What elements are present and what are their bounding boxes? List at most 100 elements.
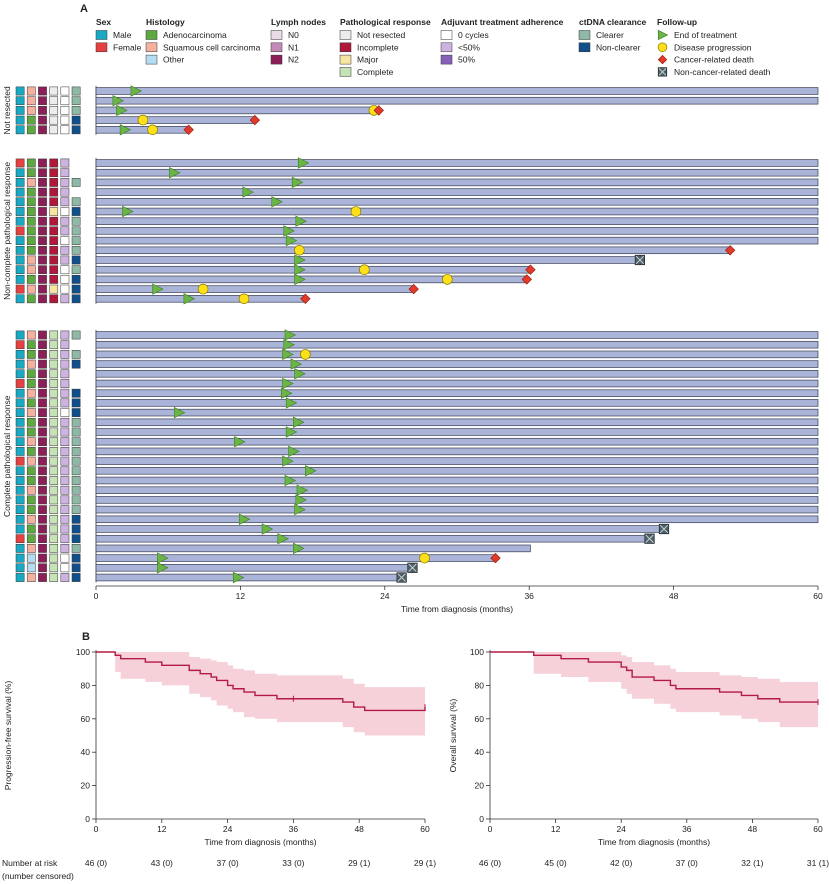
event-crdeath-1-11-2: [525, 264, 536, 275]
patient-tile-2-3-3: [49, 359, 59, 369]
patient-tile-1-10-3: [49, 255, 59, 265]
legend-ncrdeath-icon-cross-b: [658, 68, 667, 76]
patient-tile-2-12-2: [38, 447, 47, 456]
event-eot-1-2-0: [291, 176, 304, 189]
patient-tile-1-0-0: [15, 158, 25, 168]
patient-tile-2-20-5: [71, 524, 81, 534]
legend-label-3-1: Incomplete: [357, 42, 399, 52]
patient-tile-0-0-3: [49, 86, 59, 96]
patient-tile-2-16-2: [38, 485, 47, 495]
patient-tile-2-14-2: [38, 466, 47, 476]
patient-tile-2-6-2: [38, 388, 47, 398]
patient-tile-2-22-5: [71, 544, 81, 553]
patient-tile-2-12-1: [26, 447, 36, 456]
event-prog-1-14-1: [238, 293, 250, 305]
patient-tile-1-5-2: [38, 207, 47, 216]
patient-tile-2-15-4: [60, 476, 70, 485]
patient-tile-0-0-0: [15, 86, 25, 96]
legend-title-5: ctDNA clearance: [579, 17, 647, 27]
event-eot-0-1-0: [112, 94, 125, 107]
patient-tile-2-5-4: [60, 379, 70, 388]
km-y-tick-label-0: 0: [85, 814, 90, 824]
patient-tile-2-6-4: [60, 388, 70, 398]
legend-title-6: Follow-up: [657, 17, 697, 27]
risk-table-header: Number at risk (number censored): [2, 858, 74, 881]
legend-label-2-0: N0: [288, 30, 299, 40]
risk-header-line2: (number censored): [2, 871, 74, 881]
patient-tile-1-7-0: [15, 226, 25, 236]
patient-tile-2-15-3: [49, 476, 59, 485]
patient-tile-1-11-2: [38, 265, 47, 275]
patient-bar-1-4: [95, 198, 819, 206]
legend-eot-icon: [657, 29, 669, 41]
patient-tile-1-4-4: [60, 197, 70, 207]
km-y-tick-label-5: 100: [76, 647, 90, 657]
patient-tile-1-6-0: [15, 216, 25, 226]
patient-tile-2-9-5: [71, 417, 81, 427]
patient-tile-2-5-0: [15, 379, 25, 388]
patient-tile-2-7-5: [71, 398, 81, 408]
patient-tile-1-2-1: [26, 178, 36, 187]
swimmer-x-tick-label-3: 36: [524, 591, 534, 601]
patient-tile-2-19-5: [71, 514, 81, 524]
km-confidence-band: [96, 652, 425, 736]
patient-tile-1-14-2: [38, 294, 47, 304]
event-eot-1-12-0: [294, 273, 306, 286]
event-prog-2-2-1: [300, 349, 311, 360]
legend-label-6-1: Disease progression: [674, 42, 752, 52]
km-x-tick-label-2: 24: [223, 824, 233, 834]
patient-tile-2-21-5: [71, 534, 81, 544]
patient-bar-2-11: [95, 437, 819, 446]
patient-tile-2-1-2: [38, 340, 47, 350]
patient-tile-1-2-4: [60, 178, 70, 187]
patient-tile-2-14-1: [26, 466, 36, 476]
legend-label-4-1: <50%: [458, 42, 480, 52]
patient-bar-1-8: [95, 236, 819, 245]
patient-tile-0-0-5: [71, 86, 81, 96]
patient-bar-2-19: [95, 515, 819, 524]
patient-tile-2-22-0: [15, 544, 25, 553]
patient-tile-2-21-2: [38, 534, 47, 544]
km-overall-survival: 0 20 40 60 80 100 0 12 24 36 48 60 Time from diagnos…: [448, 647, 829, 868]
patient-tile-2-8-1: [26, 408, 36, 417]
patient-tile-2-7-3: [49, 398, 59, 408]
patient-bar-1-1: [95, 168, 819, 177]
patient-tile-2-4-3: [49, 369, 59, 379]
legend-label-4-0: 0 cycles: [458, 30, 489, 40]
event-eot-0-0-0: [130, 85, 143, 97]
patient-bar-2-7: [95, 399, 819, 407]
event-eot-2-7-0: [285, 397, 298, 409]
patient-tile-2-24-3: [49, 563, 59, 573]
patient-tile-2-18-5: [71, 505, 81, 514]
patient-tile-2-5-1: [26, 379, 36, 388]
legend-swatch-0-1: [95, 42, 108, 53]
patient-tile-1-1-1: [26, 168, 36, 178]
legend-swatch-4-2: [440, 54, 453, 65]
patient-tile-2-22-2: [38, 544, 47, 553]
event-crdeath-1-9-1: [724, 245, 736, 256]
patient-bar-0-2: [95, 106, 380, 115]
patient-tile-1-12-5: [71, 275, 81, 284]
event-eot-1-13-0: [152, 283, 164, 295]
patient-tile-2-2-1: [26, 350, 36, 359]
swimmer-x-tick-label-4: 48: [669, 591, 679, 601]
event-eot-2-6-0: [281, 387, 293, 399]
patient-tile-2-4-2: [38, 369, 47, 379]
event-eot-2-2-0: [282, 348, 294, 361]
legend-label-4-2: 50%: [458, 55, 475, 65]
km-risk-value-4: 32 (1): [741, 858, 763, 868]
patient-tile-1-7-5: [71, 226, 81, 236]
patient-tile-0-1-2: [38, 96, 47, 106]
patient-tile-1-4-2: [38, 197, 47, 207]
event-prog-1-13-1: [197, 283, 209, 295]
patient-tile-2-2-2: [38, 350, 47, 359]
patient-tile-2-1-1: [26, 340, 36, 350]
patient-tile-1-2-2: [38, 178, 47, 187]
legend-title-1: Histology: [146, 17, 185, 27]
event-eot-2-15-0: [284, 474, 297, 487]
patient-tile-2-2-0: [15, 350, 25, 359]
event-eot-2-20-0: [261, 523, 274, 535]
event-eot-1-14-0: [183, 293, 196, 305]
patient-bar-0-1: [95, 96, 819, 105]
patient-bar-2-20: [95, 525, 665, 533]
